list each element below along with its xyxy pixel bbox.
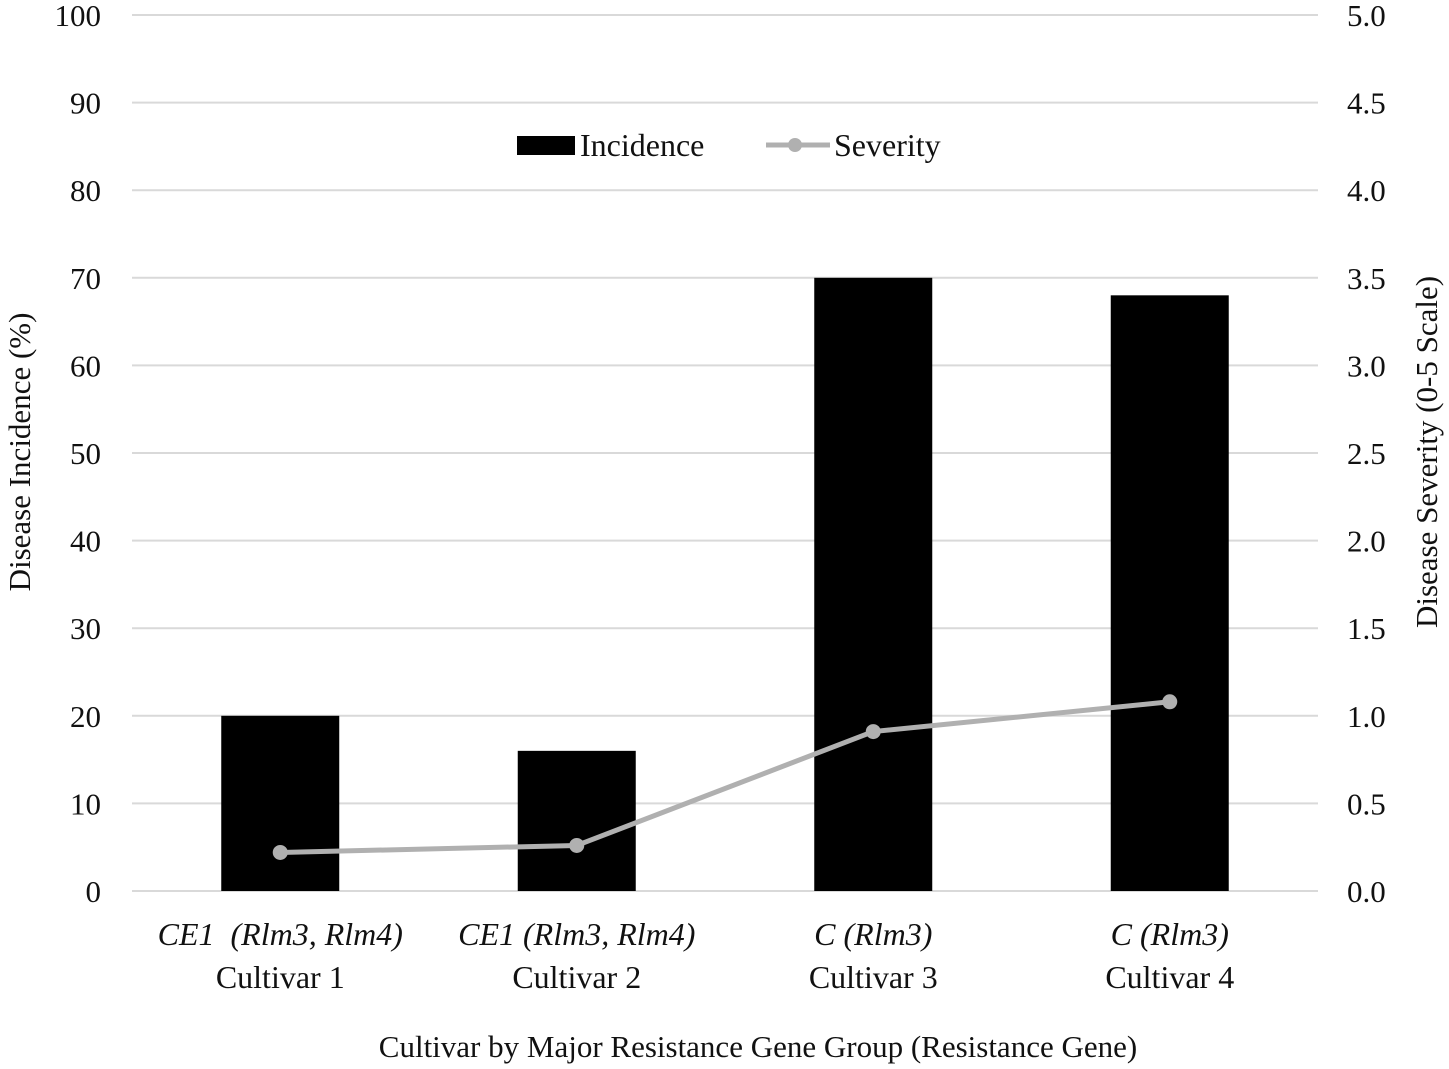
y-tick-label: 0 [86, 874, 102, 909]
legend-incidence-swatch [517, 136, 575, 155]
y-tick-label: 20 [70, 699, 101, 734]
left-axis-ticks: 0 10 20 30 40 50 60 70 80 90 100 [55, 0, 102, 909]
legend-incidence-label: Incidence [580, 127, 704, 163]
bars [221, 277, 1229, 891]
y-tick-label: 40 [70, 524, 101, 559]
y-tick-label: 100 [55, 0, 102, 33]
y-tick-label: 70 [70, 261, 101, 296]
category-gene-label: CE1 (Rlm3, Rlm4) [458, 916, 695, 952]
y2-tick-label: 0.5 [1347, 786, 1386, 821]
category-label: Cultivar 4 [1105, 959, 1234, 995]
incidence-bar [221, 715, 340, 891]
y-tick-label: 90 [70, 86, 101, 121]
category-gene-label: C (Rlm3) [814, 916, 932, 952]
incidence-bar [517, 750, 636, 891]
incidence-bar [1110, 295, 1229, 891]
incidence-bar [814, 277, 933, 891]
y2-tick-label: 1.5 [1347, 611, 1386, 646]
severity-point [1162, 694, 1178, 710]
y-tick-label: 50 [70, 436, 101, 471]
legend-severity-marker [788, 138, 802, 152]
y-tick-label: 60 [70, 348, 101, 383]
category-label: Cultivar 1 [216, 959, 345, 995]
category-gene-label: C (Rlm3) [1111, 916, 1229, 952]
category-label: Cultivar 3 [809, 959, 938, 995]
y2-tick-label: 2.0 [1347, 524, 1386, 559]
severity-line [280, 699, 1170, 855]
y-tick-label: 10 [70, 786, 101, 821]
severity-point [272, 844, 288, 860]
y2-tick-label: 2.5 [1347, 436, 1386, 471]
y-tick-label: 80 [70, 173, 101, 208]
y2-tick-label: 3.0 [1347, 348, 1386, 383]
y2-tick-label: 4.5 [1347, 86, 1386, 121]
severity-point [569, 837, 585, 853]
legend: Incidence Severity [517, 127, 941, 163]
legend-severity-label: Severity [834, 127, 941, 163]
severity-point [865, 724, 881, 740]
category-label: Cultivar 2 [512, 959, 641, 995]
y-axis-title: Disease Incidence (%) [2, 313, 37, 592]
severity-line-group [272, 694, 1178, 860]
category-gene-label: CE1 (Rlm3, Rlm4) [158, 916, 403, 952]
y2-tick-label: 0.0 [1347, 874, 1386, 909]
right-axis-ticks: 0.0 0.5 1.0 1.5 2.0 2.5 3.0 3.5 4.0 4.5 5.0 [1347, 0, 1386, 909]
y2-axis-title: Disease Severity (0-5 Scale) [1409, 276, 1444, 628]
x-axis-title: Cultivar by Major Resistance Gene Group … [379, 1029, 1137, 1064]
y2-tick-label: 4.0 [1347, 173, 1386, 208]
y2-tick-label: 3.5 [1347, 261, 1386, 296]
y2-tick-label: 1.0 [1347, 699, 1386, 734]
category-labels: CE1 (Rlm3, Rlm4) Cultivar 1 CE1 (Rlm3, Rlm… [158, 916, 1235, 995]
y2-tick-label: 5.0 [1347, 0, 1386, 33]
y-tick-label: 30 [70, 611, 101, 646]
